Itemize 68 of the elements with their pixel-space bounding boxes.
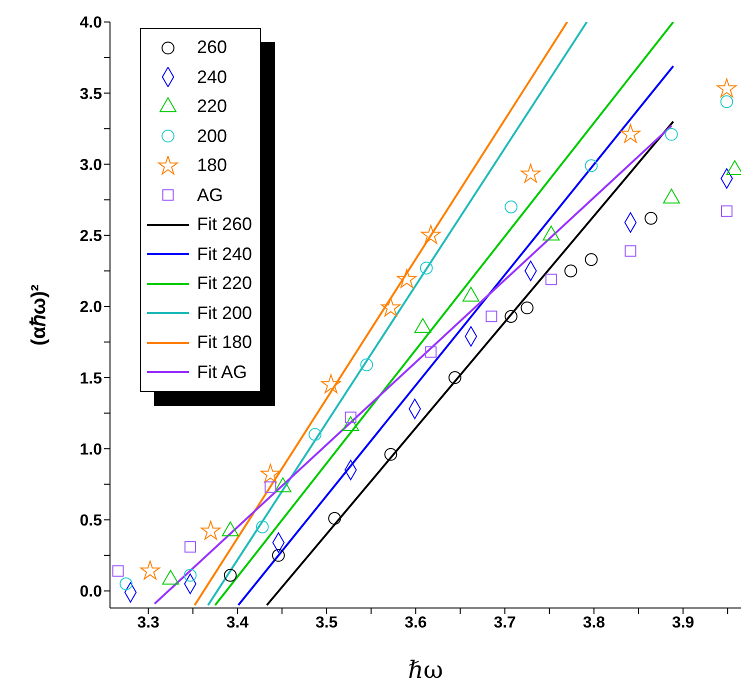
x-tick-label: 3.3 — [137, 614, 160, 632]
point — [380, 297, 401, 316]
y-tick-label: 0.5 — [80, 512, 102, 530]
y-tick-label: 2.5 — [80, 228, 102, 246]
point — [624, 245, 636, 257]
y-tick-label: 1.0 — [80, 441, 102, 458]
y-tick-label: 0.0 — [80, 584, 102, 601]
legend-label: Fit 260 — [197, 214, 252, 236]
point — [321, 374, 341, 394]
point — [184, 568, 197, 582]
point — [665, 128, 678, 141]
legend-label: Fit 240 — [197, 244, 252, 265]
point — [644, 212, 658, 225]
point — [360, 358, 374, 372]
x-axis-title: ℏω — [408, 656, 444, 684]
legend-label: 260 — [197, 37, 228, 58]
legend-label: AG — [197, 184, 224, 206]
legend-label: Fit 200 — [197, 302, 252, 324]
point — [420, 262, 433, 274]
x-tick-label: 3.8 — [582, 614, 606, 632]
x-tick-label: 3.4 — [226, 614, 249, 632]
point — [396, 269, 417, 288]
point — [308, 428, 322, 441]
x-tick-label: 3.5 — [315, 614, 338, 632]
point — [545, 274, 557, 286]
y-tick-label: 2.0 — [80, 299, 102, 316]
x-tick-label: 3.6 — [404, 614, 427, 632]
legend-label: 200 — [197, 126, 228, 147]
y-tick-label: 4.0 — [80, 14, 102, 32]
x-tick-label: 3.9 — [672, 614, 694, 632]
legend-label: 240 — [197, 66, 228, 88]
point — [272, 548, 285, 562]
point — [584, 253, 598, 266]
legend-label: 180 — [197, 155, 228, 176]
point — [120, 577, 132, 590]
point — [224, 568, 237, 582]
point — [504, 310, 518, 323]
legend-label: Fit 220 — [197, 273, 252, 294]
point — [504, 200, 518, 214]
point — [520, 164, 541, 183]
y-tick-label: 3.0 — [80, 156, 102, 174]
x-tick-label: 3.7 — [494, 614, 516, 632]
point — [448, 371, 462, 384]
point — [384, 448, 398, 461]
legend-label: 220 — [197, 96, 228, 118]
point — [620, 124, 640, 143]
legend-label: Fit AG — [197, 362, 248, 383]
point — [184, 541, 196, 553]
point — [112, 565, 124, 577]
point — [564, 264, 578, 278]
y-axis-title: (αℏω)² — [28, 284, 50, 346]
legend-label: Fit 180 — [197, 332, 252, 354]
point — [520, 301, 534, 314]
point — [486, 310, 498, 322]
point — [328, 512, 342, 525]
point — [420, 224, 441, 244]
point — [584, 159, 598, 172]
y-tick-label: 3.5 — [80, 86, 102, 103]
point — [720, 205, 732, 217]
point — [256, 520, 269, 534]
point — [260, 464, 280, 483]
point — [140, 560, 160, 580]
point — [425, 346, 437, 358]
y-tick-label: 1.5 — [80, 370, 102, 388]
point — [264, 481, 276, 493]
point — [200, 520, 221, 540]
point — [720, 95, 734, 108]
point — [716, 78, 737, 98]
